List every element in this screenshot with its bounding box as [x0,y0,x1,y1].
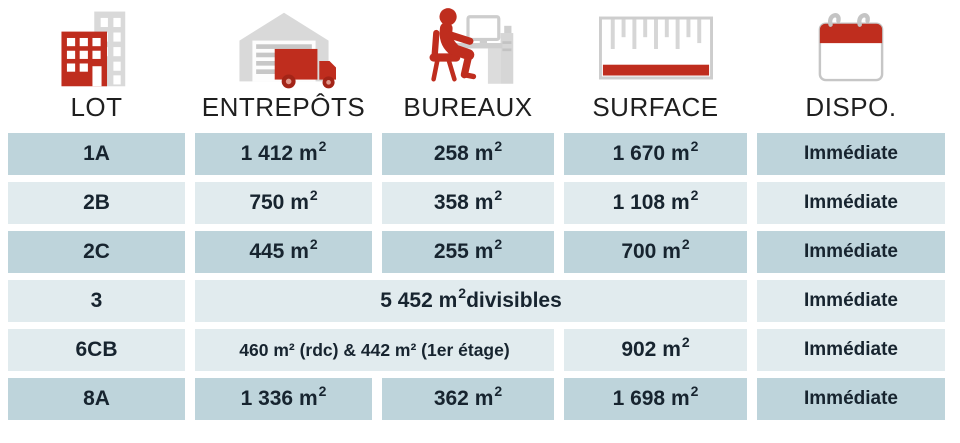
column-label-lot: LOT [70,92,123,122]
column-header-lot: LOT [8,4,185,122]
row-1a-dispo-cell: Immédiate [757,133,945,175]
ruler-icon [598,4,713,92]
column-label-entrepots: ENTREPÔTS [201,92,366,122]
row-6cb-dispo-cell: Immédiate [757,329,945,371]
row-8a-lot-cell: 8A [8,378,185,420]
row-1a-lot-cell: 1A [8,133,185,175]
column-header-entrepots: ENTREPÔTS [195,4,372,122]
calendar-icon [816,4,886,92]
row-2b-lot-cell: 2B [8,182,185,224]
row-3-dispo-cell: Immédiate [757,280,945,322]
row-8a-dispo-cell: Immédiate [757,378,945,420]
column-header-surface: SURFACE [564,4,747,122]
row-6cb-lot-cell: 6CB [8,329,185,371]
row-3-lot-cell: 3 [8,280,185,322]
row-2b-dispo-cell: Immédiate [757,182,945,224]
office-worker-desk-icon [422,4,514,92]
table-header: LOT ENTREPÔTS [0,0,960,122]
row-2c-dispo-cell: Immédiate [757,231,945,273]
column-label-surface: SURFACE [592,92,719,122]
warehouse-truck-icon [232,4,336,92]
buildings-icon [56,4,138,92]
row-2c-lot-cell: 2C [8,231,185,273]
column-label-bureaux: BUREAUX [403,92,533,122]
column-label-dispo: DISPO. [805,92,897,122]
column-header-dispo: DISPO. [757,4,945,122]
row-6cb-merged-cell: 460 m² (rdc) & 442 m² (1er étage) [195,329,554,371]
column-header-bureaux: BUREAUX [382,4,554,122]
